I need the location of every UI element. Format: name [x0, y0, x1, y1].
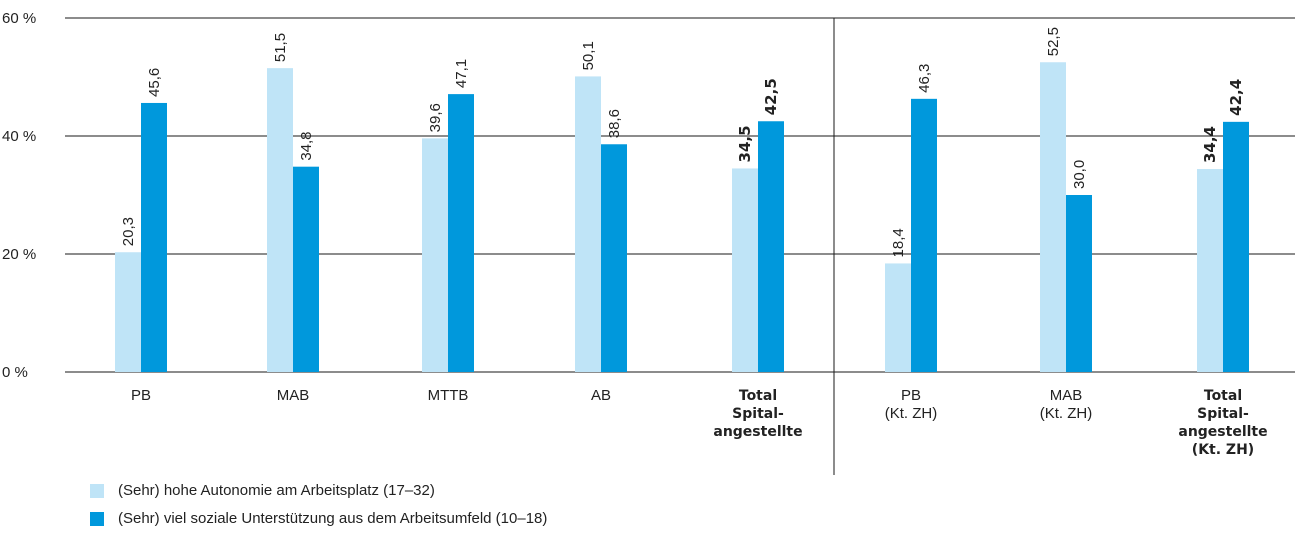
bar	[1197, 169, 1223, 372]
bar	[448, 94, 474, 373]
legend-swatch-autonomy	[90, 483, 104, 498]
data-label: 38,6	[606, 109, 623, 138]
category-label: (Kt. ZH)	[1192, 442, 1254, 458]
bar	[115, 252, 141, 372]
y-tick-label: 60 %	[2, 10, 36, 27]
category-label: Total	[1204, 388, 1242, 404]
category-label: (Kt. ZH)	[885, 405, 938, 422]
y-tick-label: 20 %	[2, 246, 36, 263]
data-label: 46,3	[916, 64, 933, 93]
data-label: 34,4	[1201, 126, 1219, 163]
bar	[732, 168, 758, 372]
category-label: AB	[591, 387, 611, 404]
data-label: 52,5	[1045, 27, 1062, 56]
legend-label-support: (Sehr) viel soziale Unterstützung aus de…	[118, 510, 548, 527]
bar	[1066, 195, 1092, 372]
data-label: 18,4	[890, 228, 907, 257]
y-tick-label: 0 %	[2, 364, 28, 381]
category-label: angestellte	[1178, 424, 1267, 440]
bar	[141, 102, 167, 373]
bar	[758, 121, 784, 372]
category-label: MAB	[1050, 387, 1083, 404]
category-label: MAB	[277, 387, 310, 404]
data-label: 42,4	[1227, 79, 1245, 116]
category-label: angestellte	[713, 424, 802, 440]
bar	[911, 98, 937, 372]
category-label: Spital-	[1197, 406, 1249, 422]
legend-label-autonomy: (Sehr) hohe Autonomie am Arbeitsplatz (1…	[118, 482, 435, 499]
category-label: MTTB	[428, 387, 469, 404]
bar	[293, 166, 319, 372]
category-label: PB	[131, 387, 151, 404]
category-label: Total	[739, 388, 777, 404]
bar	[1040, 62, 1066, 372]
data-label: 45,6	[146, 68, 163, 97]
bar	[885, 263, 911, 372]
data-label: 42,5	[762, 78, 780, 115]
bar	[1223, 121, 1249, 372]
data-label: 47,1	[453, 59, 470, 88]
data-label: 30,0	[1071, 160, 1088, 189]
bar	[575, 76, 601, 372]
category-label: PB	[901, 387, 921, 404]
legend-item-autonomy: (Sehr) hohe Autonomie am Arbeitsplatz (1…	[90, 482, 435, 499]
category-label: Spital-	[732, 406, 784, 422]
legend-item-support: (Sehr) viel soziale Unterstützung aus de…	[90, 510, 547, 527]
bar	[422, 138, 448, 372]
legend-swatch-support	[90, 511, 104, 526]
data-label: 39,6	[427, 103, 444, 132]
category-label: (Kt. ZH)	[1040, 405, 1093, 422]
data-label: 20,3	[120, 217, 137, 246]
data-label: 50,1	[580, 41, 597, 70]
bar-chart: 0 % 20 % 40 % 60 % 20,3 51,5 39,6 50,1 34,5 18,4 5…	[2, 10, 1295, 475]
bar	[601, 144, 627, 372]
data-label: 34,8	[298, 131, 315, 160]
data-label: 34,5	[736, 125, 754, 162]
y-tick-label: 40 %	[2, 128, 36, 145]
data-label: 51,5	[272, 33, 289, 62]
bar	[267, 68, 293, 373]
